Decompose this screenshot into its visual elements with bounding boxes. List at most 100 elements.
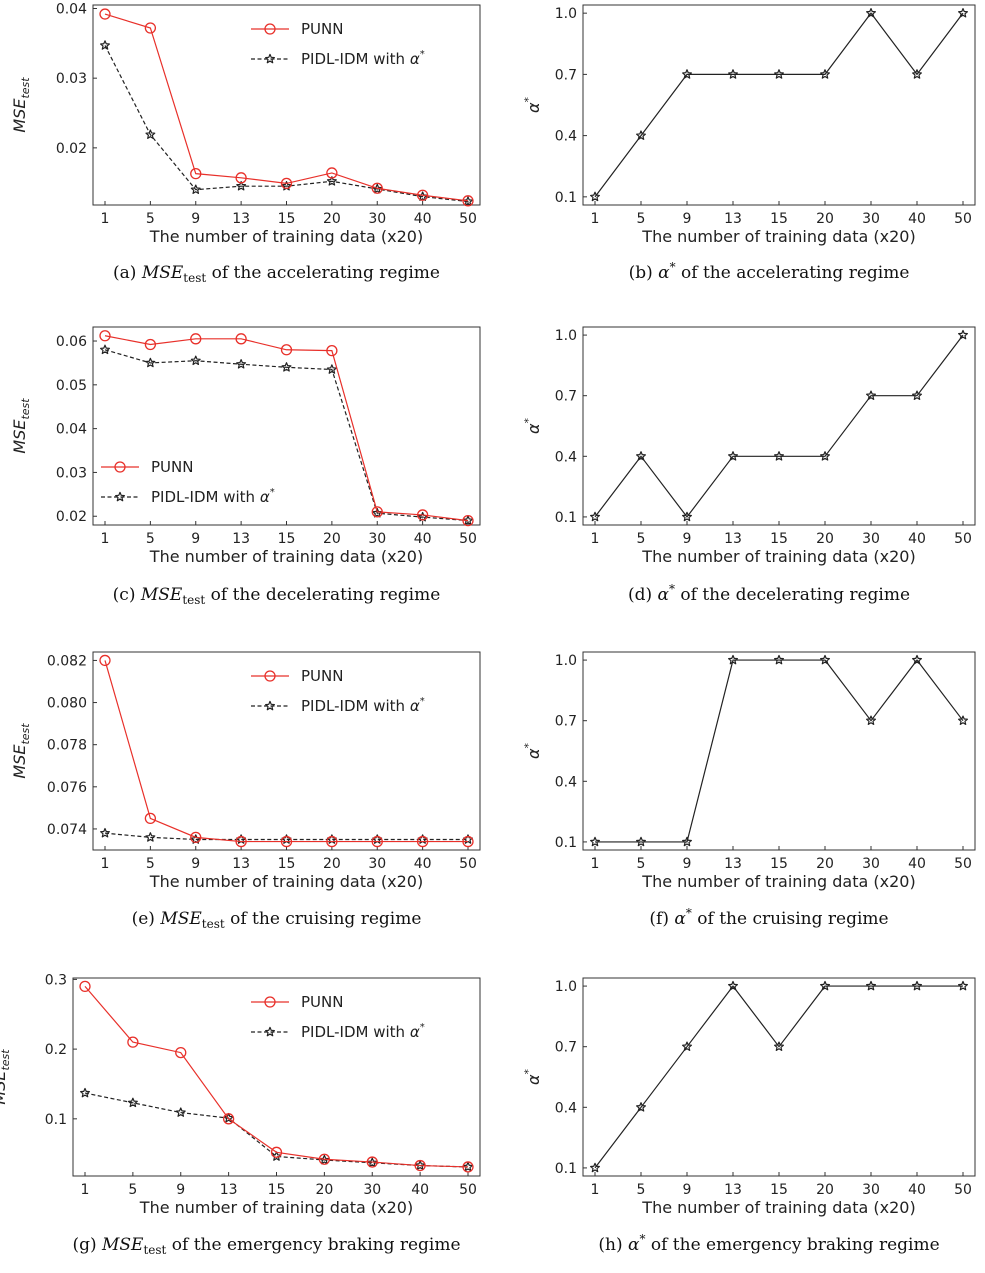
- data-point: [682, 1041, 692, 1052]
- data-point: [728, 980, 738, 991]
- data-point: [415, 1160, 426, 1170]
- y-axis-label: MSEtest: [10, 77, 32, 133]
- data-point: [222, 1113, 235, 1125]
- x-tick-label: 9: [191, 856, 200, 872]
- legend-label: PIDL-IDM with α*: [301, 696, 425, 715]
- data-point: [236, 180, 247, 191]
- data-point: [235, 333, 247, 345]
- y-tick-label: 0.078: [47, 738, 87, 754]
- y-tick-label: 0.7: [555, 714, 577, 730]
- data-point: [235, 172, 247, 184]
- legend-label: PUNN: [301, 20, 343, 38]
- panel-caption: (d) α* of the decelerating regime: [628, 582, 910, 605]
- data-point: [236, 359, 247, 369]
- legend-label: PIDL-IDM with α*: [301, 49, 425, 68]
- plot-frame: [582, 977, 976, 1177]
- data-point: [175, 1107, 186, 1117]
- data-point: [866, 7, 876, 18]
- y-axis-label: MSEtest: [10, 398, 32, 454]
- y-tick-label: 0.3: [45, 972, 67, 988]
- data-point: [326, 176, 337, 186]
- data-point: [462, 514, 474, 527]
- x-tick-label: 13: [724, 211, 742, 227]
- series-line: [595, 659, 964, 843]
- x-tick-label: 20: [816, 211, 834, 227]
- series-line: [104, 349, 469, 522]
- y-tick-label: 0.076: [47, 780, 87, 796]
- legend-marker: [115, 491, 125, 502]
- data-point: [682, 69, 692, 79]
- x-tick-label: 20: [315, 1182, 333, 1198]
- legend-marker: [114, 461, 126, 473]
- data-point: [100, 344, 110, 355]
- panel-caption: (a) MSEtest of the accelerating regime: [113, 263, 440, 285]
- legend-label: PUNN: [151, 458, 193, 476]
- data-point: [820, 451, 830, 461]
- y-tick-label: 0.03: [56, 465, 87, 481]
- y-tick-label: 0.4: [555, 774, 577, 790]
- x-tick-label: 9: [191, 211, 200, 227]
- x-tick-label: 5: [637, 211, 646, 227]
- plot-frame: [92, 651, 481, 851]
- data-point: [99, 654, 111, 667]
- data-point: [958, 7, 968, 18]
- legend-label: PIDL-IDM with α*: [301, 1022, 425, 1041]
- x-tick-label: 1: [101, 211, 110, 227]
- data-point: [280, 835, 293, 848]
- data-point: [127, 1097, 138, 1108]
- data-point: [270, 1146, 283, 1158]
- x-tick-label: 1: [591, 531, 600, 547]
- legend-marker: [264, 996, 276, 1008]
- x-tick-label: 13: [220, 1182, 238, 1198]
- data-point: [636, 836, 646, 847]
- y-tick-label: 0.7: [555, 389, 577, 405]
- y-tick-label: 0.4: [555, 129, 577, 145]
- legend-label: PUNN: [301, 993, 343, 1011]
- x-tick-label: 20: [816, 1182, 834, 1198]
- x-axis-label: The number of training data (x20): [149, 227, 423, 246]
- x-tick-label: 20: [323, 211, 341, 227]
- x-tick-label: 40: [908, 1182, 926, 1198]
- y-tick-label: 0.04: [56, 1, 87, 17]
- x-tick-label: 40: [908, 856, 926, 872]
- x-tick-label: 5: [146, 531, 155, 547]
- data-point: [190, 184, 201, 194]
- y-axis-label: MSEtest: [0, 1049, 12, 1105]
- legend-marker: [265, 1026, 275, 1037]
- data-point: [590, 511, 600, 522]
- data-point: [190, 333, 202, 345]
- data-point: [127, 1036, 139, 1048]
- x-axis-label: The number of training data (x20): [149, 872, 423, 891]
- data-point: [463, 515, 473, 525]
- y-tick-label: 0.7: [555, 67, 577, 83]
- data-point: [682, 511, 692, 522]
- data-point: [144, 22, 157, 34]
- y-tick-label: 1.0: [555, 328, 577, 344]
- x-tick-label: 15: [278, 856, 296, 872]
- x-tick-label: 1: [101, 856, 110, 872]
- x-tick-label: 1: [101, 531, 110, 547]
- data-point: [326, 167, 338, 179]
- x-tick-label: 40: [908, 531, 926, 547]
- chart-panel-e: 1 5 9 13 15 20 30 40 500.0740.0760.0780.0800.082…: [10, 651, 481, 931]
- data-point: [326, 345, 338, 357]
- data-point: [100, 827, 110, 838]
- data-point: [416, 189, 429, 201]
- x-tick-label: 20: [816, 856, 834, 872]
- data-point: [912, 390, 922, 401]
- data-point: [462, 1161, 474, 1173]
- data-point: [958, 980, 968, 991]
- data-point: [367, 1157, 378, 1168]
- series-line: [594, 985, 963, 1169]
- data-point: [866, 390, 876, 401]
- x-tick-label: 9: [683, 1182, 692, 1198]
- data-point: [371, 182, 383, 194]
- x-tick-label: 5: [637, 856, 646, 872]
- data-point: [280, 177, 293, 190]
- x-tick-label: 30: [363, 1182, 381, 1198]
- x-tick-label: 9: [191, 531, 200, 547]
- data-point: [190, 831, 202, 844]
